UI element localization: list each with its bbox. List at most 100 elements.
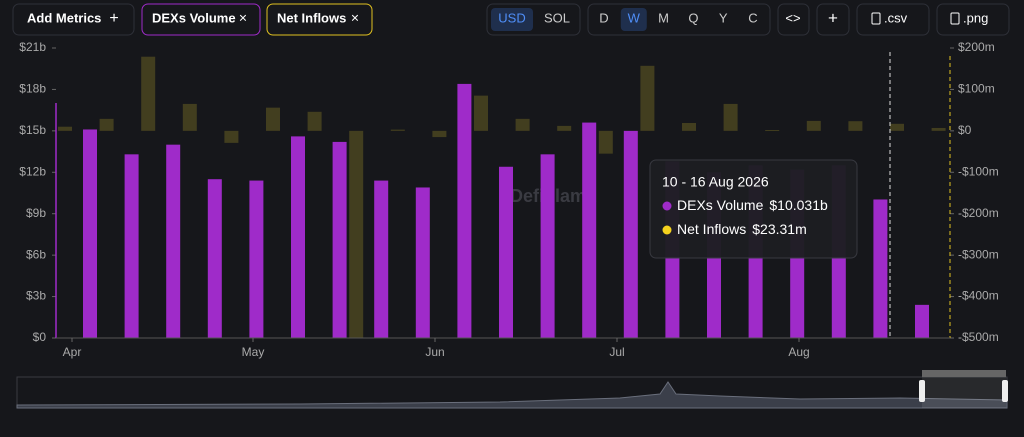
chip[interactable] [141,3,261,36]
x-tick-label: Jul [609,345,624,359]
inflow-bar [723,103,738,131]
x-tick-label: Apr [63,345,82,359]
add-metrics-button[interactable] [12,3,135,36]
csv-button-label: .csv [884,10,908,25]
y2-tick-label: -$500m [958,330,999,344]
tooltip-value: $10.031b [769,197,828,213]
period-button[interactable]: M [658,10,669,25]
volume-bar [582,122,597,338]
volume-bar [540,154,555,338]
period-button[interactable]: W [628,10,641,25]
volume-bar [915,304,929,338]
currency-button[interactable]: SOL [544,10,570,25]
x-tick-label: Aug [788,345,809,359]
inflow-bar [806,120,821,131]
chip-label: Net Inflows [277,10,346,25]
y2-tick-label: -$400m [958,289,999,303]
inflow-bar [349,130,364,338]
file-icon [871,12,881,25]
embed-icon: <> [785,10,800,25]
inflow-bar [848,121,863,131]
currency-button[interactable]: USD [498,10,525,25]
inflow-bar [765,130,780,132]
inflow-bar [474,95,488,131]
y2-tick-label: $200m [958,40,995,54]
y-tick-label: $0 [33,330,47,344]
volume-bar [499,166,513,338]
legend-dot [662,225,672,235]
y-tick-label: $9b [26,206,46,220]
inflow-bar [931,127,946,131]
file-icon [950,12,960,25]
currency-active [491,8,533,31]
csv-button[interactable] [856,3,930,36]
volume-bar [249,180,264,338]
inflow-bar [182,103,197,131]
inflow-bar [99,118,114,131]
minimap-area [16,381,1008,409]
y2-tick-label: -$100m [958,164,999,178]
period-button[interactable]: D [599,10,608,25]
embed-button[interactable] [777,3,810,36]
x-tick-label: May [242,345,265,359]
plus-icon: + [109,10,118,27]
y-tick-label: $12b [19,164,46,178]
brush-grip[interactable] [922,370,1006,377]
inflow-bar [266,107,280,131]
y-tick-label: $21b [19,40,46,54]
chip[interactable] [266,3,373,36]
inflow-bar [640,65,655,131]
volume-bar [374,180,389,338]
period-button[interactable]: Q [688,10,698,25]
inflow-bar [307,111,322,131]
volume-bar [83,129,97,338]
x-tick-label: Jun [425,345,444,359]
brush-handle[interactable] [919,380,925,402]
tooltip [649,159,858,259]
remove-icon: × [239,10,247,26]
volume-bar [873,199,888,338]
chip-label: DEXs Volume [152,10,236,25]
inflow-bar [141,56,156,131]
inflow-bar [890,123,904,131]
y2-tick-label: -$200m [958,206,999,220]
y-tick-label: $3b [26,289,46,303]
volume-bar [623,130,638,338]
inflow-bar [432,130,447,138]
volume-bar [457,83,472,339]
brush-handle[interactable] [1002,380,1008,402]
inflow-bar [224,130,239,143]
volume-bar [332,141,347,338]
remove-icon: × [351,10,359,26]
tooltip-row: Net Inflows $23.31m [677,221,807,237]
period-active [620,8,647,31]
period-group [587,3,771,36]
add-metrics-button-label: Add Metrics [27,10,101,25]
y2-tick-label: $0 [958,123,972,137]
y-tick-label: $6b [26,247,46,261]
tooltip-value: $23.31m [752,221,806,237]
tooltip-title: 10 - 16 Aug 2026 [662,174,769,190]
y2-tick-label: $100m [958,82,995,96]
inflow-bar [557,125,572,131]
png-button[interactable] [936,3,1010,36]
y-tick-label: $18b [19,82,46,96]
period-button[interactable]: C [748,10,757,25]
inflow-bar [515,118,530,131]
volume-bar [415,187,430,338]
volume-bar [291,136,305,338]
volume-bar [124,154,139,338]
volume-bar [166,144,181,338]
volume-bar [207,179,222,338]
period-button[interactable]: Y [719,10,728,25]
inflow-bar [390,129,405,131]
y-tick-label: $15b [19,123,46,137]
add-icon: + [828,8,838,27]
legend-entry: Net Inflows [677,221,746,237]
minimap-selection [922,377,1006,408]
tooltip-row: DEXs Volume $10.031b [677,197,828,213]
inflow-bar [682,122,696,131]
add-button[interactable] [816,3,850,36]
y2-tick-label: -$300m [958,247,999,261]
inflow-bar [598,130,613,154]
